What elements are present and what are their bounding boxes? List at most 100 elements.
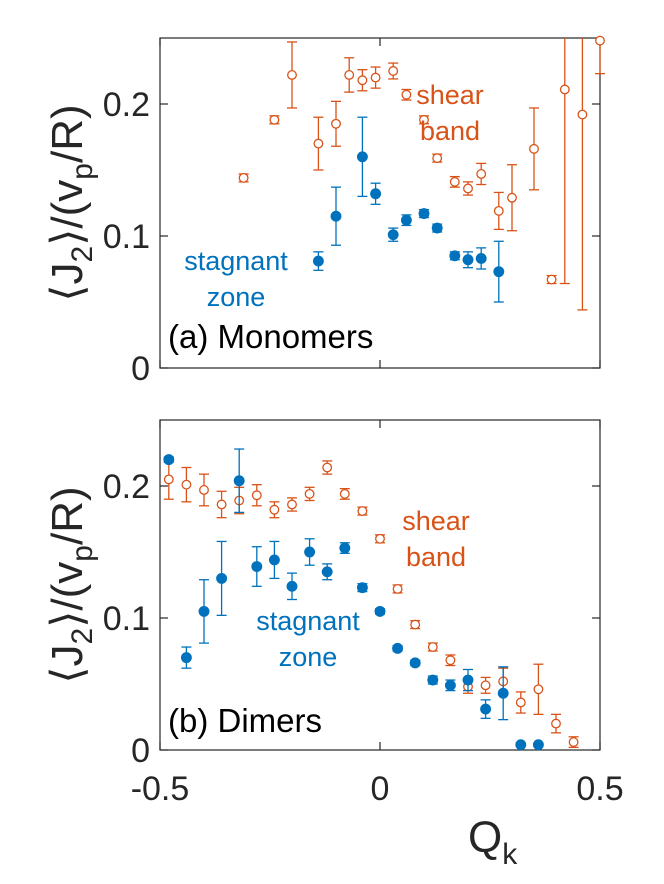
panel-a-shear-band-point-11-marker	[432, 153, 443, 164]
panel-a-shear-band-point-15-marker	[493, 205, 504, 216]
panel-b-stagnant-zone-point-19-marker	[497, 687, 509, 699]
panel-b-stagnant-zone-point-9-marker	[321, 566, 333, 578]
panel-b: 0 0.1 0.2 -0.5 0 0.5 ⟨J2⟩/(vp/R) (b) Dim…	[43, 419, 624, 808]
panel-b-shear-band-point-10-marker	[339, 488, 350, 499]
panel-b-shear-band-point-8	[304, 486, 315, 502]
panel-b-annotation-stagnant: stagnant	[256, 606, 360, 636]
panel-a-marks	[238, 35, 605, 311]
panel-b-label: (b) Dimers	[168, 702, 322, 739]
panel-a-stagnant-zone-point-10	[493, 240, 505, 303]
panel-a-stagnant-zone-point-2	[370, 182, 382, 205]
panel-a-shear-band-point-12	[449, 175, 460, 188]
panel-b-shear-band-point-2	[199, 473, 209, 507]
panel-b-shear-band-point-18-marker	[480, 680, 491, 691]
panel-b-shear-band-point-8-marker	[304, 488, 315, 499]
panel-b-annotation-zone: zone	[279, 642, 338, 672]
panel-b-stagnant-zone-point-11	[356, 582, 368, 594]
panel-b-stagnant-zone-point-13	[392, 642, 404, 654]
panel-b-shear-band-point-10	[339, 487, 350, 500]
panel-a-shear-band-point-0-marker	[238, 172, 249, 183]
panel-b-stagnant-zone-point-10-marker	[339, 542, 351, 554]
panel-b-stagnant-zone-point-20-marker	[515, 739, 527, 751]
panel-b-stagnant-zone-point-9	[321, 563, 333, 581]
panel-a-shear-band-point-17-marker	[529, 143, 539, 154]
panel-a-shear-band-point-1-marker	[269, 114, 280, 125]
panel-b-shear-band-point-12-marker	[375, 533, 385, 544]
panel-b-shear-band-point-13	[392, 584, 403, 594]
panel-a-shear-band-point-12-marker	[449, 176, 460, 187]
panel-a-shear-band-point-8-marker	[388, 66, 399, 76]
panel-a-ytick-0.2: 0.2	[103, 86, 150, 124]
panel-b-stagnant-zone-point-3	[216, 540, 228, 617]
panel-b-stagnant-zone-point-8	[304, 538, 316, 566]
panel-a-shear-band-point-10	[419, 114, 429, 125]
xtick--0.5: -0.5	[131, 770, 190, 808]
panel-a-shear-band-point-18-marker	[546, 274, 557, 285]
panel-b-shear-band-point-7	[287, 497, 297, 512]
panel-b-stagnant-zone-point-7	[286, 572, 298, 601]
x-axis-label: Qk	[468, 813, 518, 871]
panel-a-stagnant-zone-point-6	[431, 222, 443, 234]
panel-b-shear-band-point-16-marker	[445, 655, 456, 666]
panel-b-stagnant-zone-point-16	[444, 679, 456, 692]
panel-b-stagnant-zone-point-20	[515, 739, 527, 751]
panel-b-shear-band-point-6	[269, 501, 280, 519]
panel-a-stagnant-zone-point-9-marker	[475, 252, 487, 264]
panel-a-ytick-0: 0	[131, 350, 150, 388]
panel-b-shear-band-point-11-marker	[357, 506, 368, 517]
panel-a-shear-band-point-1	[269, 114, 280, 125]
panel-b-ytick-0.2: 0.2	[103, 468, 150, 506]
panel-b-shear-band-point-1-marker	[181, 479, 192, 490]
panel-a-shear-band-point-20-marker	[577, 109, 588, 120]
panel-b-stagnant-zone-point-14	[409, 657, 421, 669]
panel-a-stagnant-zone-point-9	[475, 247, 487, 270]
panel-b-annotation-band: band	[406, 542, 466, 572]
panel-a-shear-band-point-2-marker	[287, 70, 297, 80]
panel-a-shear-band-point-20	[577, 38, 588, 311]
panel-b-shear-band-point-20-marker	[515, 697, 526, 708]
panel-a-stagnant-zone-point-0	[330, 186, 342, 246]
panel-a-ylabel: ⟨J2⟩/(vp/R)	[43, 104, 99, 301]
panel-a-ytick-0.1: 0.1	[103, 218, 150, 256]
panel-b-shear-band-point-5-marker	[251, 490, 262, 501]
panel-a-shear-band-point-3	[313, 116, 324, 171]
panel-a-stagnant-zone-point-5-marker	[418, 208, 430, 220]
panel-b-stagnant-zone-point-18	[480, 699, 492, 719]
panel-b-stagnant-zone-point-0	[163, 454, 175, 466]
panel-a-shear-band-point-0	[238, 172, 249, 183]
panel-b-shear-band-point-21	[533, 663, 544, 716]
panel-b-stagnant-zone-point-19	[497, 666, 509, 721]
panel-a-stagnant-zone-point-1	[356, 116, 368, 198]
panel-a-stagnant-zone-point-8-marker	[462, 254, 474, 266]
panel-a-stagnant-zone-point-7-marker	[449, 250, 461, 262]
panel-b-stagnant-zone-point-4-marker	[233, 475, 245, 487]
panel-b-stagnant-zone-point-8-marker	[304, 546, 316, 558]
panel-b-stagnant-zone-point-4	[233, 448, 245, 514]
panel-b-stagnant-zone-point-5-marker	[251, 561, 263, 572]
xtick-0.5: 0.5	[576, 770, 623, 808]
panel-b-shear-band-point-5	[251, 484, 262, 507]
panel-b-ylabel: ⟨J2⟩/(vp/R)	[43, 486, 99, 683]
panel-b-shear-band-point-9	[322, 460, 333, 475]
panel-a-stagnant-zone-point-4-marker	[400, 214, 412, 226]
panel-b-marks	[163, 448, 579, 751]
panel-b-shear-band-point-22	[551, 713, 561, 734]
panel-a-stagnant-zone-point-7	[449, 250, 461, 262]
panel-b-stagnant-zone-point-3-marker	[216, 572, 228, 584]
panel-a-stagnant-zone-point-8	[462, 251, 474, 269]
panel-b-stagnant-zone-point-6-marker	[268, 554, 280, 566]
panel-a-shear-band-point-21-marker	[595, 35, 605, 46]
panel-b-shear-band-point-23-marker	[568, 737, 579, 748]
panel-a-shear-band-point-13-marker	[463, 183, 473, 194]
panel-a-shear-band-point-14-marker	[476, 169, 487, 179]
panel-b-shear-band-point-7-marker	[287, 499, 297, 510]
panel-b-ytick-0.1: 0.1	[103, 600, 150, 638]
panel-a-stagnant-zone-point-6-marker	[431, 222, 443, 234]
panel-b-stagnant-zone-point-2	[198, 579, 210, 644]
panel-b-stagnant-zone-point-13-marker	[392, 642, 404, 654]
panel-a-stagnant-zone-point-2-marker	[370, 188, 382, 200]
panel-b-shear-band-point-23	[568, 736, 579, 749]
panel-a-shear-band-point-7-marker	[370, 72, 381, 83]
panel-b-shear-band-point-9-marker	[322, 462, 333, 473]
